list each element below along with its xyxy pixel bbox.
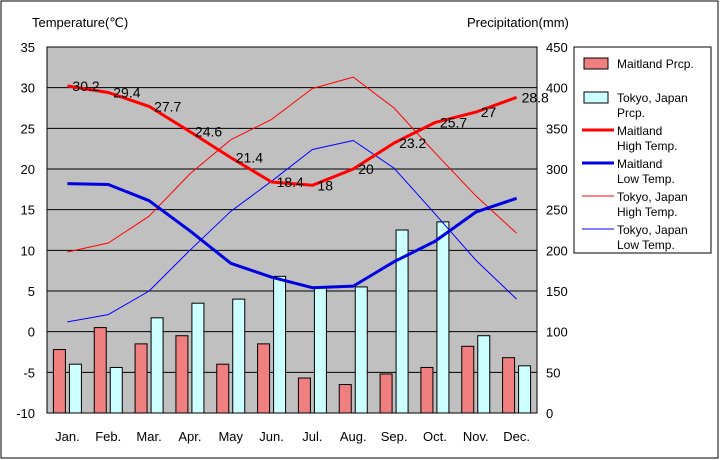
legend: Maitland Prcp.Tokyo, JapanPrcp.MaitlandH… (573, 46, 712, 254)
bar (395, 229, 409, 414)
bar (273, 275, 287, 414)
bar (379, 373, 393, 414)
series-line (67, 182, 518, 290)
left-tick-label: -10 (16, 406, 35, 421)
legend-label: Low Temp. (617, 172, 675, 186)
right-tick-label: 400 (546, 81, 568, 96)
data-label: 23.2 (399, 135, 426, 151)
series-line (67, 84, 518, 187)
left-tick-label: -5 (23, 365, 35, 380)
axes: -10-505101520253035050100150200250300350… (16, 40, 568, 444)
bar (93, 327, 107, 414)
left-tick-label: 0 (28, 325, 35, 340)
bar (232, 298, 246, 414)
legend-label: High Temp. (617, 139, 677, 153)
legend-label: Maitland Prcp. (617, 57, 694, 71)
left-tick-label: 35 (21, 40, 35, 55)
line-series (67, 76, 518, 323)
right-tick-label: 150 (546, 284, 568, 299)
left-tick-label: 5 (28, 284, 35, 299)
left-tick-label: 10 (21, 243, 35, 258)
legend-label: High Temp. (617, 205, 677, 219)
data-label: 30.2 (72, 78, 99, 94)
x-tick-label: Mar. (136, 429, 161, 444)
bar (191, 302, 205, 414)
legend-label: Low Temp. (617, 238, 675, 252)
bar (175, 335, 189, 414)
bar-series (52, 221, 532, 414)
data-label: 21.4 (236, 150, 263, 166)
right-tick-label: 0 (546, 406, 553, 421)
bar (461, 345, 475, 414)
right-tick-label: 100 (546, 325, 568, 340)
bar (436, 221, 450, 414)
data-label: 28.8 (522, 89, 549, 105)
left-tick-label: 30 (21, 81, 35, 96)
legend-swatch (583, 91, 609, 104)
bar (354, 286, 368, 414)
x-tick-label: Apr. (178, 429, 201, 444)
legend-label: Tokyo, Japan (617, 91, 688, 105)
legend-label: Prcp. (617, 106, 645, 120)
left-axis-title: Temperature(℃) (32, 15, 128, 30)
legend-label: Tokyo, Japan (617, 223, 688, 237)
right-tick-label: 350 (546, 121, 568, 136)
legend-label: Maitland (617, 157, 662, 171)
bar (477, 335, 491, 414)
bar (52, 349, 66, 414)
right-tick-label: 250 (546, 203, 568, 218)
grid-lines (47, 87, 537, 373)
x-tick-label: Dec. (503, 429, 530, 444)
series-line (67, 76, 517, 253)
x-tick-label: Nov. (463, 429, 489, 444)
bar (502, 357, 516, 414)
data-labels: 30.2 29.4 27.7 24.6 21.4 18.4 18 20 23.2 25.7 27 28… (72, 78, 549, 193)
data-label: 27 (481, 104, 497, 120)
series-line (67, 140, 517, 323)
data-label: 24.6 (195, 124, 222, 140)
legend-swatch (583, 57, 609, 70)
bar (518, 365, 532, 414)
data-label: 25.7 (440, 115, 467, 131)
right-tick-label: 300 (546, 162, 568, 177)
bar (257, 343, 271, 414)
bar (297, 377, 311, 414)
legend-label: Maitland (617, 124, 662, 138)
bar (313, 286, 327, 414)
legend-label: Tokyo, Japan (617, 190, 688, 204)
data-label: 18.4 (277, 174, 304, 190)
x-tick-label: Jul. (302, 429, 322, 444)
data-label: 20 (358, 161, 374, 177)
data-label: 18 (317, 177, 333, 193)
right-axis-title: Precipitation(mm) (467, 15, 569, 30)
x-tick-label: Jan. (55, 429, 80, 444)
bar (150, 317, 164, 414)
right-tick-label: 50 (546, 365, 560, 380)
bar (338, 384, 352, 414)
right-tick-label: 200 (546, 243, 568, 258)
bar (420, 366, 434, 414)
bar (216, 363, 230, 414)
x-tick-label: May (218, 429, 243, 444)
left-tick-label: 15 (21, 203, 35, 218)
x-tick-label: Oct. (423, 429, 447, 444)
data-label: 29.4 (113, 85, 140, 101)
bar (68, 363, 82, 414)
x-tick-label: Feb. (95, 429, 121, 444)
left-tick-label: 25 (21, 121, 35, 136)
legend-box (573, 46, 712, 254)
left-tick-label: 20 (21, 162, 35, 177)
x-tick-label: Jun. (259, 429, 284, 444)
right-tick-label: 450 (546, 40, 568, 55)
x-tick-label: Sep. (381, 429, 408, 444)
x-tick-label: Aug. (340, 429, 367, 444)
bar (109, 366, 123, 414)
bar (134, 343, 148, 414)
data-label: 27.7 (154, 98, 181, 114)
